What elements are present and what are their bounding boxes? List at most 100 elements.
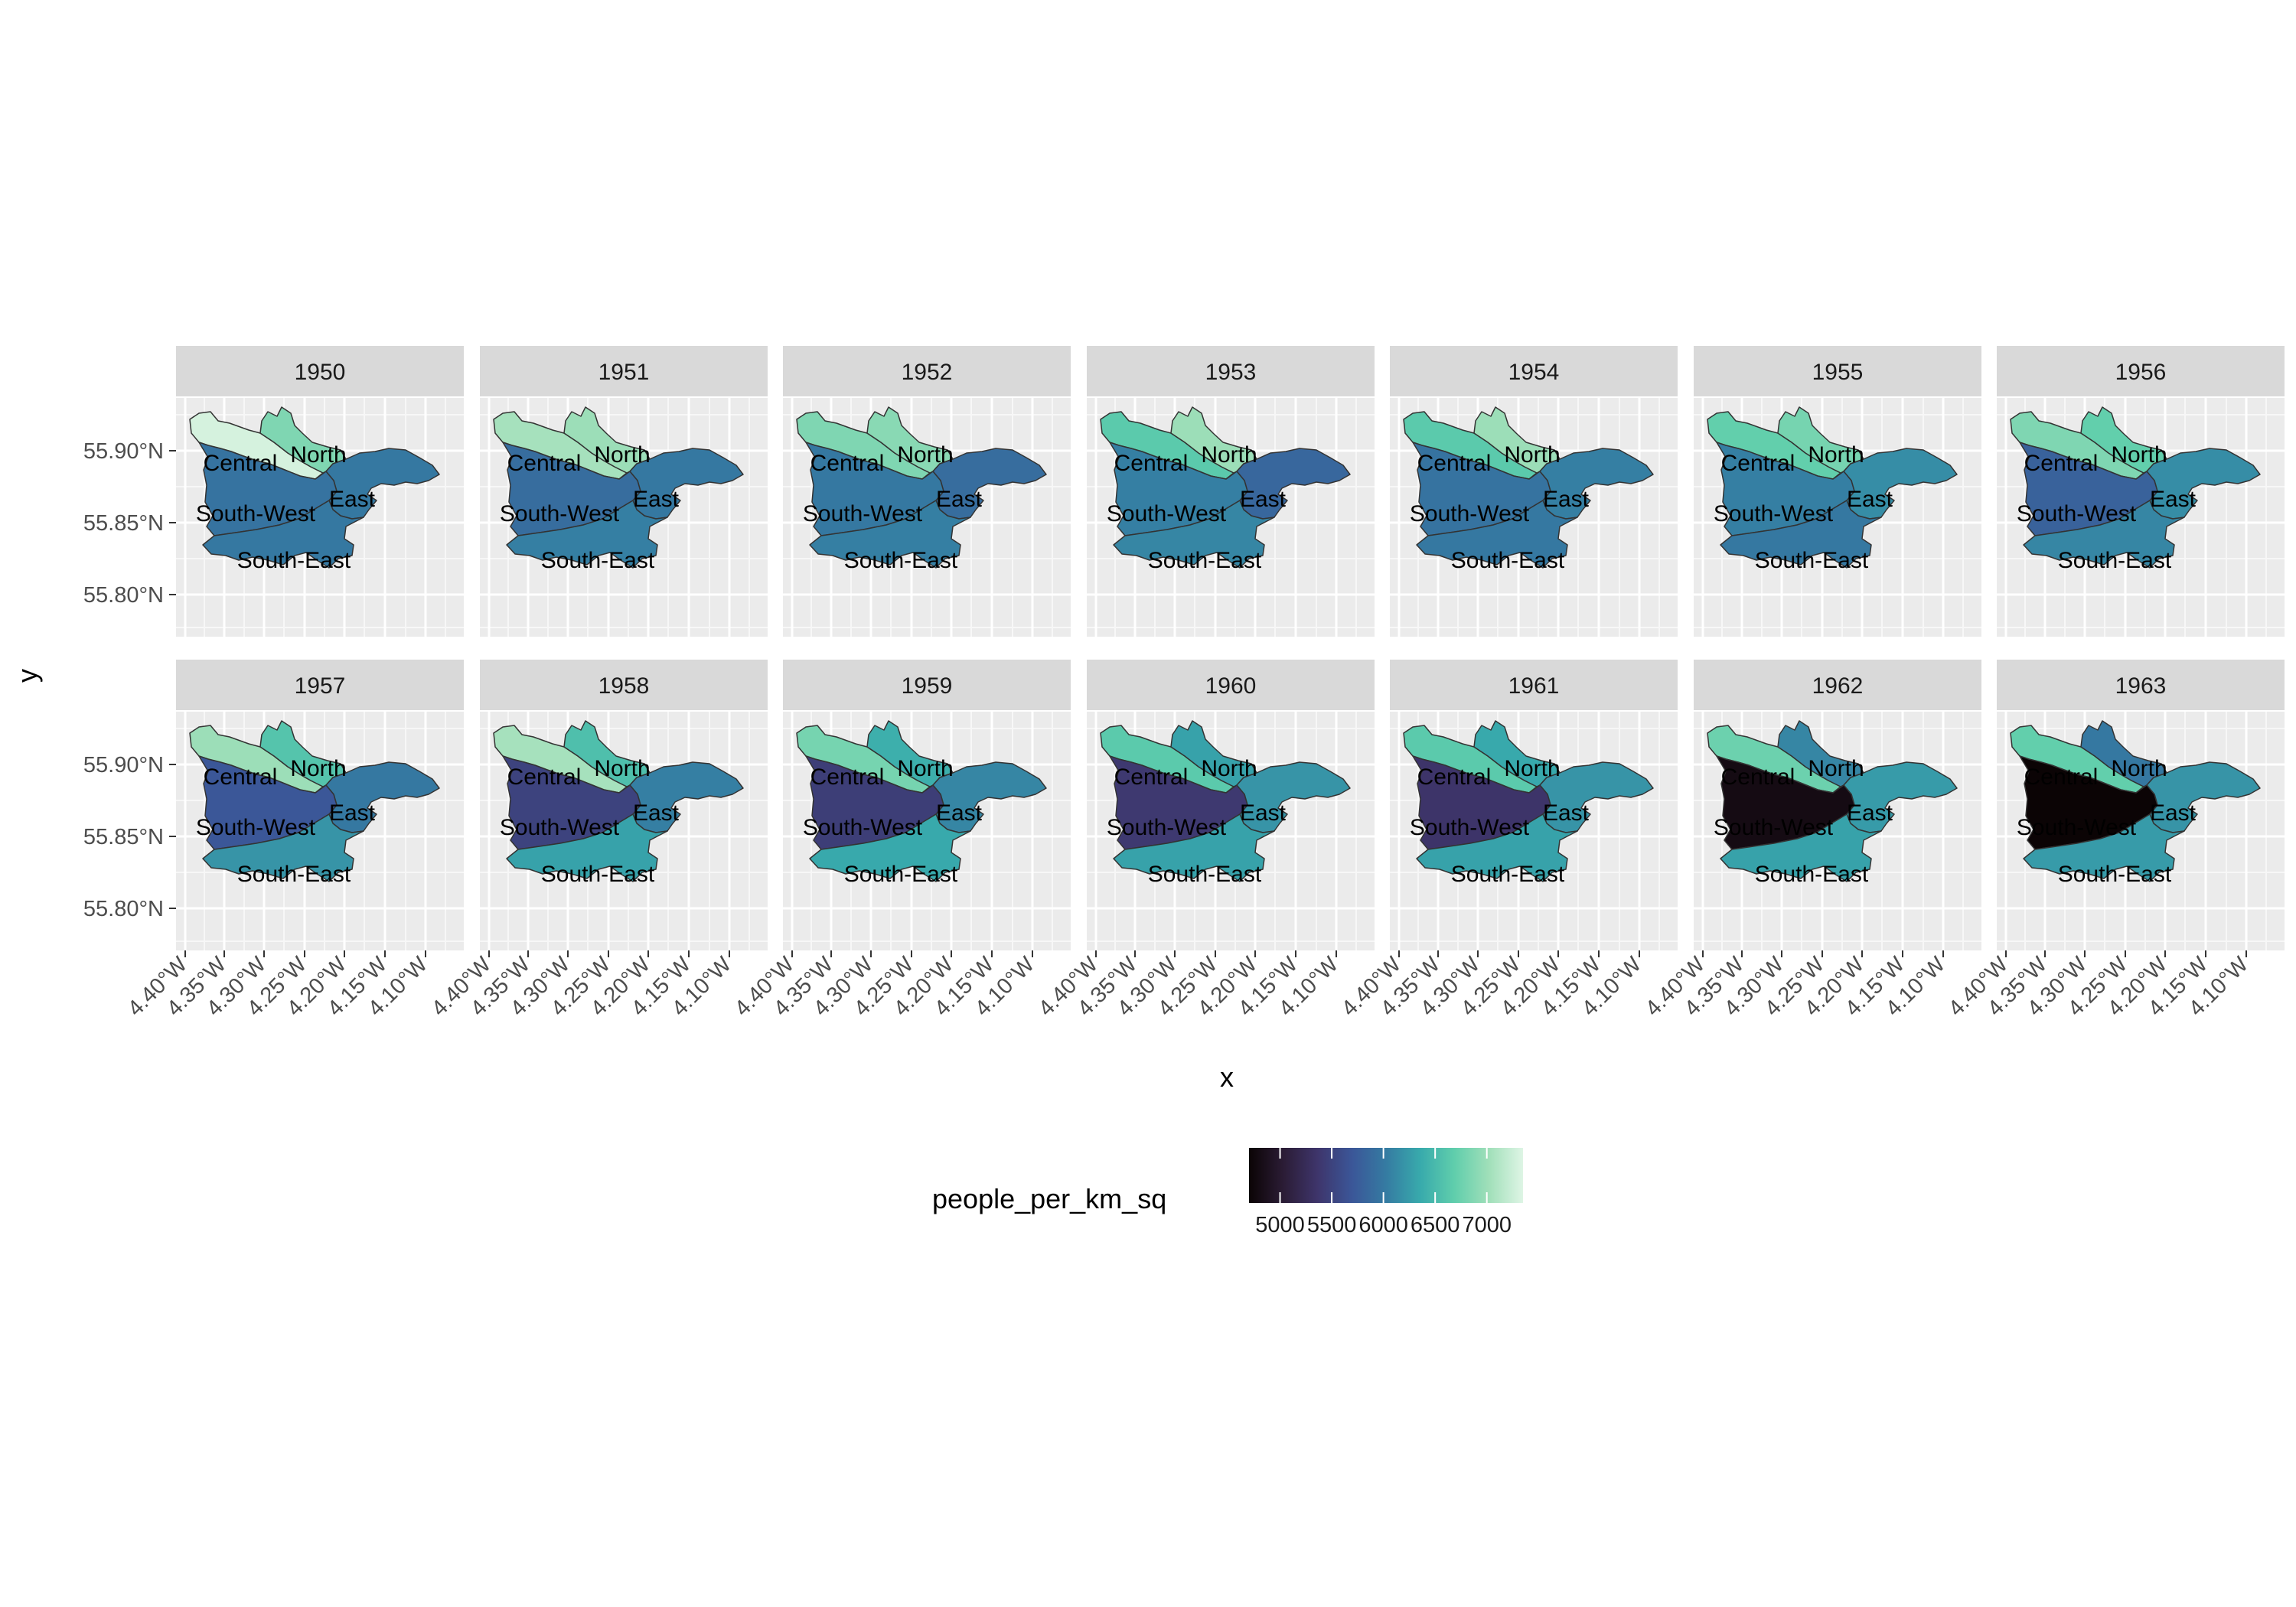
facet-strip — [480, 346, 768, 396]
region-label: South-West — [803, 501, 923, 526]
region-group: Central North East South-West South-East — [189, 406, 440, 573]
facet-strip-label: 1954 — [1508, 360, 1560, 385]
facet-strip-label: 1960 — [1205, 673, 1257, 699]
region-label: South-West — [500, 815, 620, 840]
map-panel: Central North East South-West South-East — [176, 398, 464, 637]
y-tick-label: 55.90°N — [83, 753, 164, 777]
legend-tick-label: 5000 — [1255, 1213, 1305, 1237]
region-label: North — [594, 442, 650, 468]
region-label: Central — [1417, 764, 1492, 790]
region-north — [1777, 720, 1864, 787]
map-panel: Central North East South-West South-East — [480, 712, 768, 950]
region-group: Central North East South-West South-East — [1403, 406, 1654, 573]
facet-panel-1951: 1951 Central North East South-West South-East — [480, 346, 768, 637]
facet-strip-label: 1953 — [1205, 360, 1257, 385]
facet-panels: 1950 Central North East South-West South-East… — [83, 346, 2285, 1021]
region-label: East — [633, 487, 680, 512]
region-south-east — [2023, 813, 2185, 882]
region-label: Central — [2024, 764, 2099, 790]
region-north — [2080, 720, 2167, 787]
map-panel: Central North East South-West South-East — [1390, 398, 1678, 637]
region-label: East — [329, 487, 376, 512]
region-south-east — [506, 813, 668, 882]
region-north — [259, 406, 347, 474]
map-panel: Central North East South-West South-East — [1997, 398, 2285, 637]
facet-strip-label: 1952 — [902, 360, 953, 385]
region-label: East — [1543, 800, 1590, 826]
map-panel: Central North East South-West South-East — [480, 398, 768, 637]
facet-strip-label: 1959 — [902, 673, 953, 699]
region-south-east — [2023, 500, 2185, 569]
region-label: East — [2150, 487, 2197, 512]
facet-strip — [1997, 346, 2285, 396]
facet-panel-1962: 1962 Central North East South-West South-East… — [1641, 660, 1981, 1021]
region-label: South-West — [1107, 815, 1227, 840]
region-label: North — [290, 756, 346, 781]
facet-strip-label: 1958 — [598, 673, 650, 699]
region-group: Central North East South-West South-East — [493, 720, 744, 887]
region-label: East — [1847, 800, 1893, 826]
facet-panel-1958: 1958 Central North East South-West South-East… — [427, 660, 768, 1021]
legend-tick-label: 6500 — [1411, 1213, 1460, 1237]
colorbar-legend: people_per_km_sq 5000 5500 6000 6500 7000 — [932, 1148, 1523, 1237]
map-panel: Central North East South-West South-East — [1087, 712, 1375, 950]
facet-strip-label: 1957 — [295, 673, 346, 699]
region-label: Central — [204, 764, 278, 790]
facet-strip — [1087, 346, 1375, 396]
region-south-east — [809, 813, 971, 882]
region-north — [1473, 406, 1561, 474]
region-label: Central — [204, 451, 278, 476]
legend-tick-label: 7000 — [1462, 1213, 1512, 1237]
facet-strip-label: 1951 — [598, 360, 650, 385]
facet-strip — [1997, 660, 2285, 710]
facet-panel-1954: 1954 Central North East South-West South-East — [1390, 346, 1678, 637]
facet-strip-label: 1950 — [295, 360, 346, 385]
region-label: East — [1543, 487, 1590, 512]
legend-tick-label: 6000 — [1358, 1213, 1408, 1237]
region-label: South-East — [541, 548, 655, 573]
region-group: Central North East South-West South-East — [2010, 406, 2261, 573]
region-label: Central — [507, 451, 582, 476]
region-label: East — [936, 487, 983, 512]
map-panel: Central North East South-West South-East — [1390, 712, 1678, 950]
map-panel: Central North East South-West South-East — [1087, 398, 1375, 637]
region-label: East — [633, 800, 680, 826]
y-tick-label: 55.90°N — [83, 439, 164, 464]
region-south-east — [809, 500, 971, 569]
map-panel: Central North East South-West South-East — [783, 712, 1071, 950]
region-label: Central — [2024, 451, 2099, 476]
facet-panel-1959: 1959 Central North East South-West South-East… — [730, 660, 1071, 1021]
facet-strip — [176, 660, 464, 710]
region-group: Central North East South-West South-East — [1100, 406, 1351, 573]
region-label: South-East — [2058, 548, 2172, 573]
region-label: Central — [1721, 764, 1795, 790]
region-label: North — [1808, 756, 1864, 781]
y-tick-label: 55.85°N — [83, 825, 164, 849]
region-group: Central North East South-West South-East — [1100, 720, 1351, 887]
region-label: North — [1201, 756, 1257, 781]
region-label: Central — [1721, 451, 1795, 476]
map-panel: Central North East South-West South-East — [783, 398, 1071, 637]
region-south-east — [1416, 500, 1578, 569]
region-south-east — [202, 813, 364, 882]
region-south-east — [506, 500, 668, 569]
region-north — [563, 406, 651, 474]
facet-panel-1950: 1950 Central North East South-West South-East… — [83, 346, 464, 637]
region-label: South-East — [1148, 862, 1262, 887]
region-label: South-East — [237, 862, 351, 887]
region-south-east — [1113, 500, 1275, 569]
region-group: Central North East South-West South-East — [493, 406, 744, 573]
region-label: East — [1847, 487, 1893, 512]
region-label: South-East — [1451, 548, 1565, 573]
region-group: Central North East South-West South-East — [189, 720, 440, 887]
map-panel: Central North East South-West South-East — [176, 712, 464, 950]
region-label: North — [2111, 442, 2167, 468]
region-label: North — [1808, 442, 1864, 468]
region-label: South-West — [1410, 815, 1530, 840]
facet-strip — [1390, 346, 1678, 396]
facet-strip — [783, 660, 1071, 710]
region-label: Central — [810, 451, 885, 476]
y-tick-label: 55.85°N — [83, 511, 164, 536]
region-south-east — [1416, 813, 1578, 882]
region-label: South-East — [541, 862, 655, 887]
